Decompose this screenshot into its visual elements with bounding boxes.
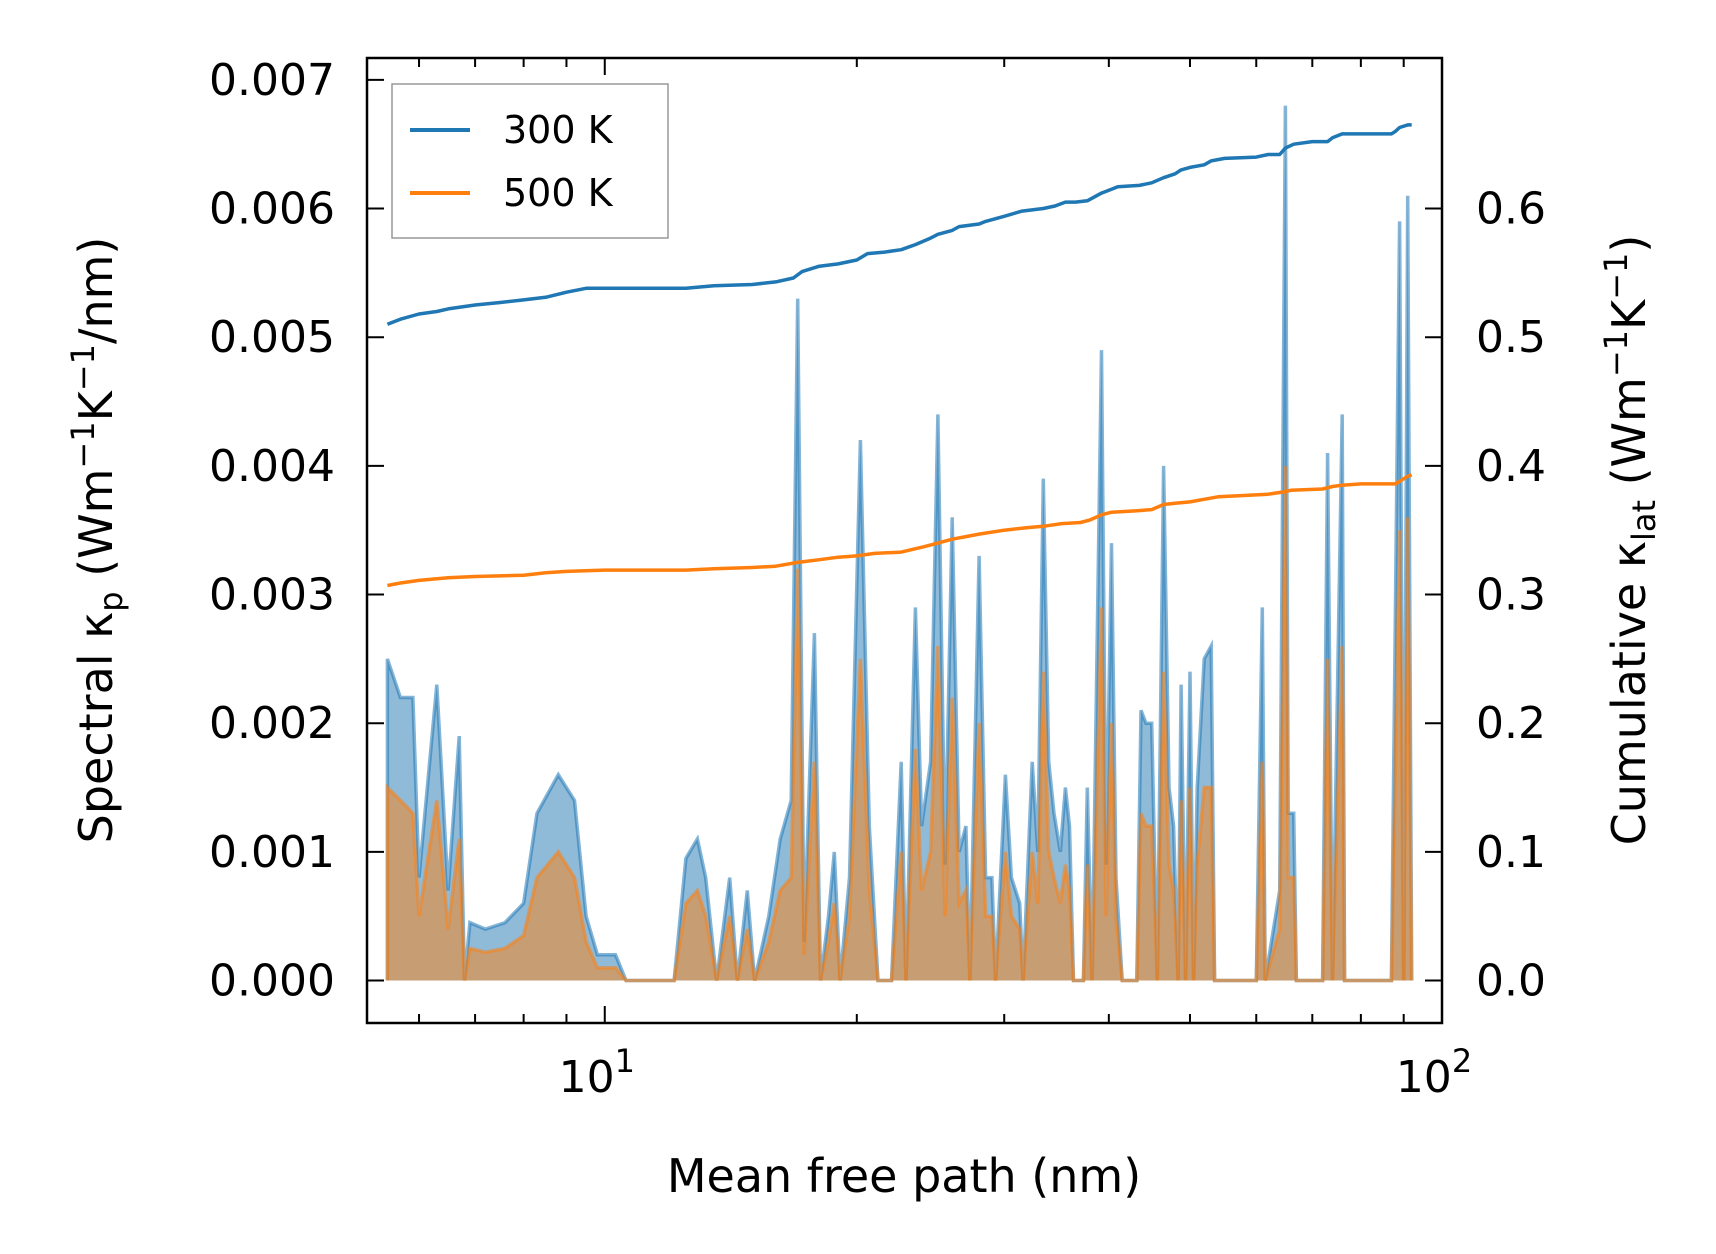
left-y-tick-label: 0.004 [209,441,335,492]
cumulative-line-500k [387,473,1413,588]
right-y-tick-label: 0.5 [1476,312,1546,363]
left-y-tick-label: 0.002 [209,698,335,749]
legend-box [391,83,669,239]
left-y-tick-label: 0.001 [209,827,335,878]
legend-label-300k: 300 K [503,108,614,152]
right-y-tick-label: 0.0 [1476,956,1546,1007]
axis-ticks [367,58,1443,1023]
left-y-tick-label: 0.005 [209,312,335,363]
left-y-tick-label: 0.007 [209,55,335,106]
x-axis-title: Mean free path (nm) [667,1149,1141,1203]
axis-tick-labels: 101 1020.0000.0010.0020.0030.0040.0050.00… [209,55,1546,1103]
left-y-axis-title: Spectral κp (Wm−1K−1/nm) [64,237,130,844]
plot-frame [365,56,1444,1025]
right-y-tick-label: 0.1 [1476,827,1546,878]
right-y-tick-label: 0.6 [1476,184,1546,235]
right-y-axis-title: Cumulative κlat (Wm−1K−1) [1597,235,1663,846]
x-tick-label: 102 [1396,1042,1472,1103]
cumulative-line-300k [386,123,1412,326]
spectral-line-500k [385,465,1414,983]
left-y-tick-label: 0.006 [209,184,335,235]
right-y-tick-label: 0.2 [1476,698,1546,749]
legend: 300 K 500 K [391,83,669,239]
legend-label-500k: 500 K [503,171,614,215]
left-y-tick-label: 0.000 [209,956,335,1007]
spectral-fills [385,105,1414,983]
right-y-tick-label: 0.4 [1476,441,1546,492]
left-y-tick-label: 0.003 [209,570,335,621]
right-y-tick-label: 0.3 [1476,570,1546,621]
x-tick-label: 101 [559,1042,635,1103]
series-lines [386,123,1413,588]
